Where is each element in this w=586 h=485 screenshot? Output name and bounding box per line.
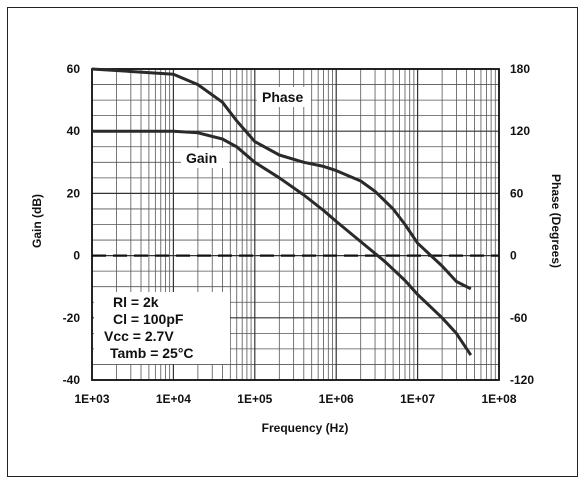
condition-tamb: Tamb = 25°C bbox=[110, 345, 194, 361]
y-tick-label: -20 bbox=[63, 311, 81, 325]
gain-annotation: Gain bbox=[181, 148, 229, 168]
y-tick-label: 40 bbox=[67, 124, 81, 138]
gain-label: Gain bbox=[186, 150, 217, 166]
y2-tick-label: 120 bbox=[510, 124, 530, 138]
x-tick-label: 1E+06 bbox=[319, 392, 354, 406]
x-tick-label: 1E+04 bbox=[156, 392, 191, 406]
x-tick-label: 1E+07 bbox=[400, 392, 435, 406]
y2-tick-label: -60 bbox=[510, 311, 528, 325]
chart-frame bbox=[7, 7, 578, 477]
phase-annotation: Phase bbox=[257, 87, 311, 107]
plot-area-border bbox=[91, 68, 500, 381]
y2-tick-label: -120 bbox=[510, 373, 534, 387]
y2-tick-label: 0 bbox=[510, 249, 517, 263]
curves bbox=[91, 67, 473, 356]
y2-axis-label: Phase (Degrees) bbox=[549, 174, 563, 268]
condition-rl: Rl = 2k bbox=[113, 294, 159, 310]
y-tick-label: 20 bbox=[67, 186, 81, 200]
y-tick-label: 60 bbox=[67, 62, 81, 76]
y-tick-label: -40 bbox=[63, 373, 81, 387]
x-axis-label: Frequency (Hz) bbox=[262, 421, 349, 435]
condition-vcc: Vcc = 2.7V bbox=[104, 328, 174, 344]
phase-label: Phase bbox=[262, 89, 303, 105]
gain-curve bbox=[92, 129, 473, 356]
tick-labels: 1E+03 1E+04 1E+05 1E+06 1E+07 1E+08 60 40 20 0 -20… bbox=[63, 62, 535, 406]
condition-cl: Cl = 100pF bbox=[113, 311, 184, 327]
phase-curve bbox=[91, 67, 472, 291]
y2-tick-label: 180 bbox=[510, 62, 530, 76]
y-axis-label: Gain (dB) bbox=[30, 194, 44, 248]
x-tick-label: 1E+05 bbox=[237, 392, 272, 406]
y-tick-label: 0 bbox=[73, 249, 80, 263]
x-tick-label: 1E+03 bbox=[74, 392, 109, 406]
conditions-box: Rl = 2k Cl = 100pF Vcc = 2.7V Tamb = 25°… bbox=[94, 292, 230, 364]
y2-tick-label: 60 bbox=[510, 186, 524, 200]
x-tick-label: 1E+08 bbox=[481, 392, 516, 406]
